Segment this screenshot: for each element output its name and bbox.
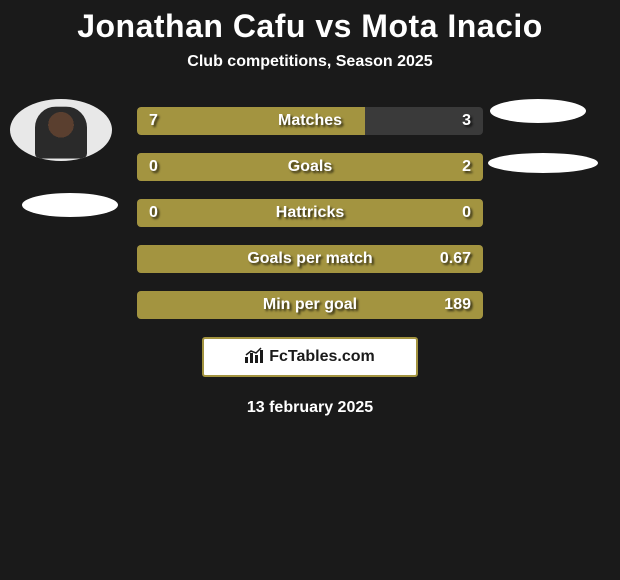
- stat-value-left: 0: [149, 204, 158, 222]
- stat-row-matches: 7 Matches 3: [137, 107, 483, 135]
- player-right-ellipse-2: [488, 153, 598, 173]
- stat-value-right: 0.67: [440, 250, 471, 268]
- stat-row-min-per-goal: Min per goal 189: [137, 291, 483, 319]
- subtitle: Club competitions, Season 2025: [0, 53, 620, 71]
- comparison-container: 7 Matches 3 0 Goals 2 0 Hattricks 0 Goal…: [0, 107, 620, 319]
- player-left-ellipse: [22, 193, 118, 217]
- player-left-avatar: [10, 99, 112, 161]
- footer-badge[interactable]: FcTables.com: [202, 337, 418, 377]
- stat-value-right: 189: [444, 296, 471, 314]
- stat-label: Goals: [288, 158, 332, 176]
- chart-icon: [245, 347, 265, 368]
- stat-value-right: 2: [462, 158, 471, 176]
- stat-label: Matches: [278, 112, 342, 130]
- page-title: Jonathan Cafu vs Mota Inacio: [0, 0, 620, 53]
- player-right-ellipse-1: [490, 99, 586, 123]
- stat-value-right: 3: [462, 112, 471, 130]
- stat-value-left: 7: [149, 112, 158, 130]
- stat-label: Hattricks: [276, 204, 344, 222]
- stat-value-right: 0: [462, 204, 471, 222]
- stat-label: Goals per match: [247, 250, 372, 268]
- footer-brand-text: FcTables.com: [269, 348, 375, 366]
- stat-row-goals-per-match: Goals per match 0.67: [137, 245, 483, 273]
- date-text: 13 february 2025: [0, 399, 620, 417]
- stat-row-goals: 0 Goals 2: [137, 153, 483, 181]
- stat-row-hattricks: 0 Hattricks 0: [137, 199, 483, 227]
- stat-value-left: 0: [149, 158, 158, 176]
- stat-rows: 7 Matches 3 0 Goals 2 0 Hattricks 0 Goal…: [137, 107, 483, 319]
- stat-label: Min per goal: [263, 296, 357, 314]
